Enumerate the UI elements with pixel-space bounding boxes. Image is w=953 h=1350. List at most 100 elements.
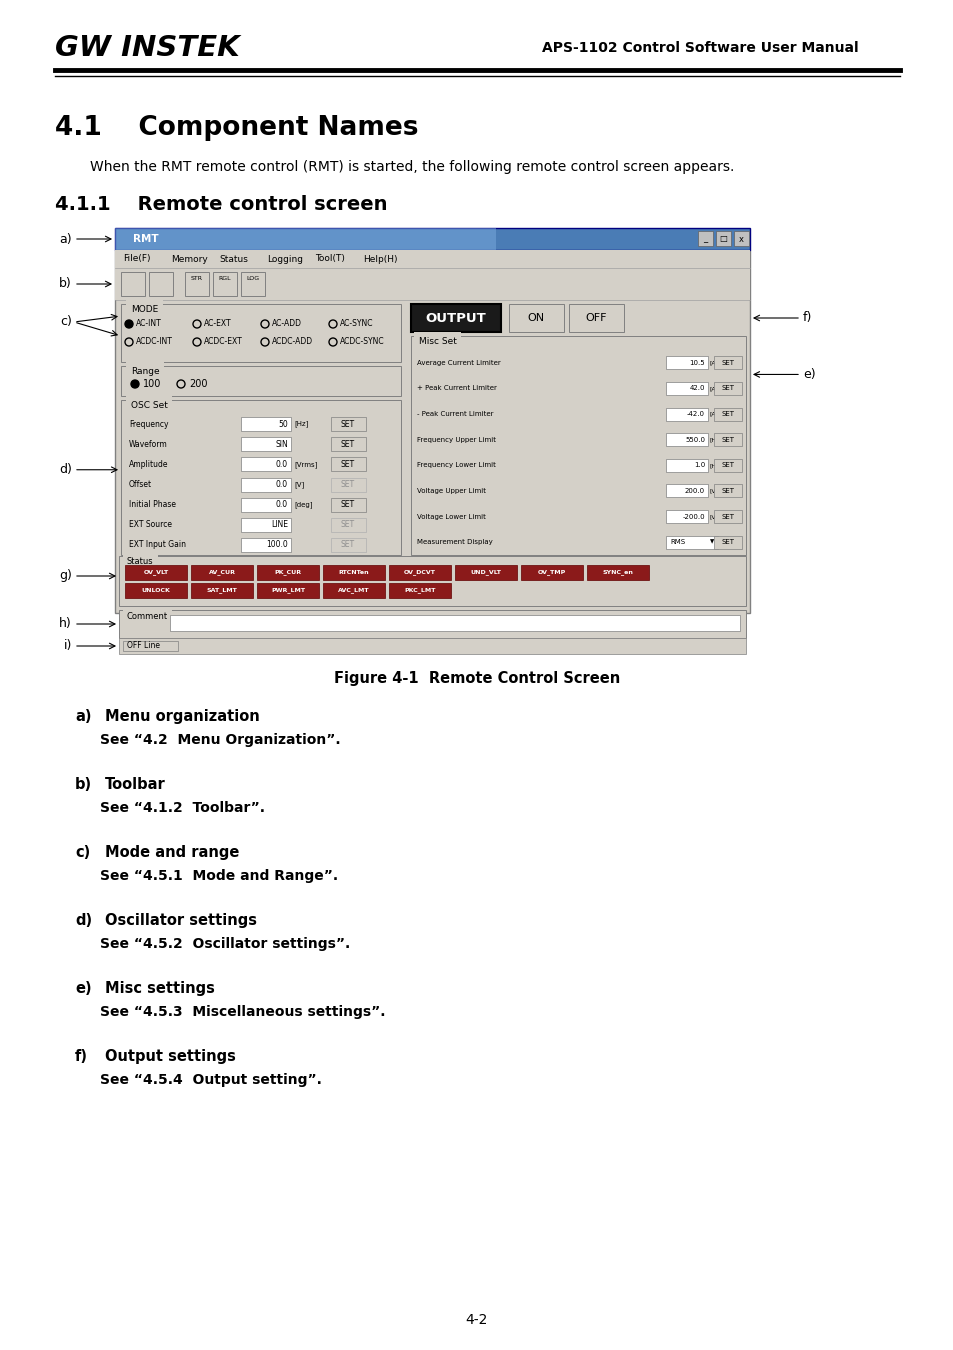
Text: OFF Line: OFF Line bbox=[127, 641, 160, 651]
Text: Memory: Memory bbox=[171, 255, 208, 263]
Text: Help(H): Help(H) bbox=[363, 255, 397, 263]
FancyBboxPatch shape bbox=[191, 583, 253, 598]
FancyBboxPatch shape bbox=[185, 271, 209, 296]
Text: x: x bbox=[739, 235, 743, 243]
Text: SET: SET bbox=[340, 460, 355, 468]
Text: b): b) bbox=[59, 278, 71, 290]
Text: 100.0: 100.0 bbox=[266, 540, 288, 549]
Text: f): f) bbox=[75, 1049, 88, 1064]
Text: Measurement Display: Measurement Display bbox=[416, 539, 493, 545]
Text: EXT Source: EXT Source bbox=[129, 520, 172, 529]
Text: ON: ON bbox=[527, 313, 544, 323]
Text: d): d) bbox=[59, 463, 71, 477]
Text: PK_CUR: PK_CUR bbox=[274, 570, 301, 575]
Text: 0.0: 0.0 bbox=[275, 500, 288, 509]
FancyBboxPatch shape bbox=[331, 537, 366, 552]
Text: [Vrms]: [Vrms] bbox=[294, 460, 317, 467]
Text: AC-EXT: AC-EXT bbox=[204, 320, 232, 328]
Text: ACDC-SYNC: ACDC-SYNC bbox=[339, 338, 384, 347]
Text: MODE: MODE bbox=[131, 305, 158, 315]
Text: SET: SET bbox=[340, 481, 355, 489]
Text: GW INSTEK: GW INSTEK bbox=[55, 34, 239, 62]
Text: SET: SET bbox=[720, 436, 734, 443]
Text: Voltage Upper Limit: Voltage Upper Limit bbox=[416, 487, 485, 494]
Text: UNLOCK: UNLOCK bbox=[141, 589, 171, 593]
Text: Logging: Logging bbox=[267, 255, 303, 263]
FancyBboxPatch shape bbox=[665, 382, 707, 396]
Text: ACDC-EXT: ACDC-EXT bbox=[204, 338, 242, 347]
FancyBboxPatch shape bbox=[665, 459, 707, 471]
Text: AV_CUR: AV_CUR bbox=[209, 570, 235, 575]
Text: File(F): File(F) bbox=[123, 255, 151, 263]
FancyBboxPatch shape bbox=[389, 583, 451, 598]
FancyBboxPatch shape bbox=[121, 271, 145, 296]
FancyBboxPatch shape bbox=[509, 304, 563, 332]
Text: SIN: SIN bbox=[275, 440, 288, 448]
Text: Status: Status bbox=[219, 255, 248, 263]
FancyBboxPatch shape bbox=[323, 566, 385, 580]
Text: SET: SET bbox=[720, 386, 734, 391]
FancyBboxPatch shape bbox=[115, 250, 749, 613]
FancyBboxPatch shape bbox=[389, 566, 451, 580]
Text: h): h) bbox=[59, 617, 71, 630]
FancyBboxPatch shape bbox=[713, 382, 741, 396]
FancyBboxPatch shape bbox=[170, 616, 740, 630]
FancyBboxPatch shape bbox=[241, 417, 291, 431]
Text: 200: 200 bbox=[189, 379, 208, 389]
Text: AC-SYNC: AC-SYNC bbox=[339, 320, 374, 328]
Text: OFF: OFF bbox=[584, 313, 606, 323]
Text: When the RMT remote control (RMT) is started, the following remote control scree: When the RMT remote control (RMT) is sta… bbox=[90, 161, 734, 174]
Text: OV_DCVT: OV_DCVT bbox=[404, 570, 436, 575]
Circle shape bbox=[125, 320, 132, 328]
Text: Menu organization: Menu organization bbox=[105, 709, 259, 724]
FancyBboxPatch shape bbox=[713, 459, 741, 471]
FancyBboxPatch shape bbox=[125, 566, 187, 580]
Text: Amplitude: Amplitude bbox=[129, 460, 169, 468]
FancyBboxPatch shape bbox=[716, 231, 730, 246]
Text: LOG: LOG bbox=[246, 275, 259, 281]
Text: □: □ bbox=[719, 235, 727, 243]
FancyBboxPatch shape bbox=[568, 304, 623, 332]
Text: 4.1    Component Names: 4.1 Component Names bbox=[55, 115, 418, 140]
Text: 100: 100 bbox=[143, 379, 161, 389]
FancyBboxPatch shape bbox=[331, 417, 366, 431]
Text: Range: Range bbox=[131, 367, 159, 377]
FancyBboxPatch shape bbox=[455, 566, 517, 580]
Text: Voltage Lower Limit: Voltage Lower Limit bbox=[416, 513, 485, 520]
FancyBboxPatch shape bbox=[331, 478, 366, 491]
Text: Frequency: Frequency bbox=[129, 420, 169, 428]
Text: - Peak Current Limiter: - Peak Current Limiter bbox=[416, 410, 493, 417]
Text: a): a) bbox=[59, 232, 71, 246]
FancyBboxPatch shape bbox=[665, 433, 707, 447]
Text: SET: SET bbox=[340, 540, 355, 549]
Text: SET: SET bbox=[340, 420, 355, 428]
Text: AC-INT: AC-INT bbox=[136, 320, 162, 328]
Text: See “4.2  Menu Organization”.: See “4.2 Menu Organization”. bbox=[100, 733, 340, 747]
Text: 550.0: 550.0 bbox=[684, 436, 704, 443]
Text: OV_TMP: OV_TMP bbox=[537, 570, 565, 575]
FancyBboxPatch shape bbox=[119, 639, 745, 653]
Text: ▼: ▼ bbox=[709, 540, 713, 544]
Text: SET: SET bbox=[340, 500, 355, 509]
FancyBboxPatch shape bbox=[411, 336, 745, 555]
Text: SET: SET bbox=[720, 487, 734, 494]
FancyBboxPatch shape bbox=[331, 437, 366, 451]
FancyBboxPatch shape bbox=[149, 271, 172, 296]
FancyBboxPatch shape bbox=[698, 231, 712, 246]
Text: See “4.5.1  Mode and Range”.: See “4.5.1 Mode and Range”. bbox=[100, 869, 337, 883]
FancyBboxPatch shape bbox=[733, 231, 748, 246]
Text: 10.5: 10.5 bbox=[689, 360, 704, 366]
Text: Mode and range: Mode and range bbox=[105, 845, 239, 860]
Text: SET: SET bbox=[720, 462, 734, 468]
Text: See “4.5.3  Miscellaneous settings”.: See “4.5.3 Miscellaneous settings”. bbox=[100, 1004, 385, 1019]
Text: PKC_LMT: PKC_LMT bbox=[404, 587, 436, 594]
Text: Frequency Upper Limit: Frequency Upper Limit bbox=[416, 436, 496, 443]
FancyBboxPatch shape bbox=[241, 498, 291, 512]
Text: Misc settings: Misc settings bbox=[105, 981, 214, 996]
Text: b): b) bbox=[75, 778, 92, 792]
Text: [V]: [V] bbox=[294, 481, 304, 487]
Text: ACDC-ADD: ACDC-ADD bbox=[272, 338, 313, 347]
Text: Frequency Lower Limit: Frequency Lower Limit bbox=[416, 462, 496, 468]
FancyBboxPatch shape bbox=[411, 304, 500, 332]
FancyBboxPatch shape bbox=[520, 566, 582, 580]
